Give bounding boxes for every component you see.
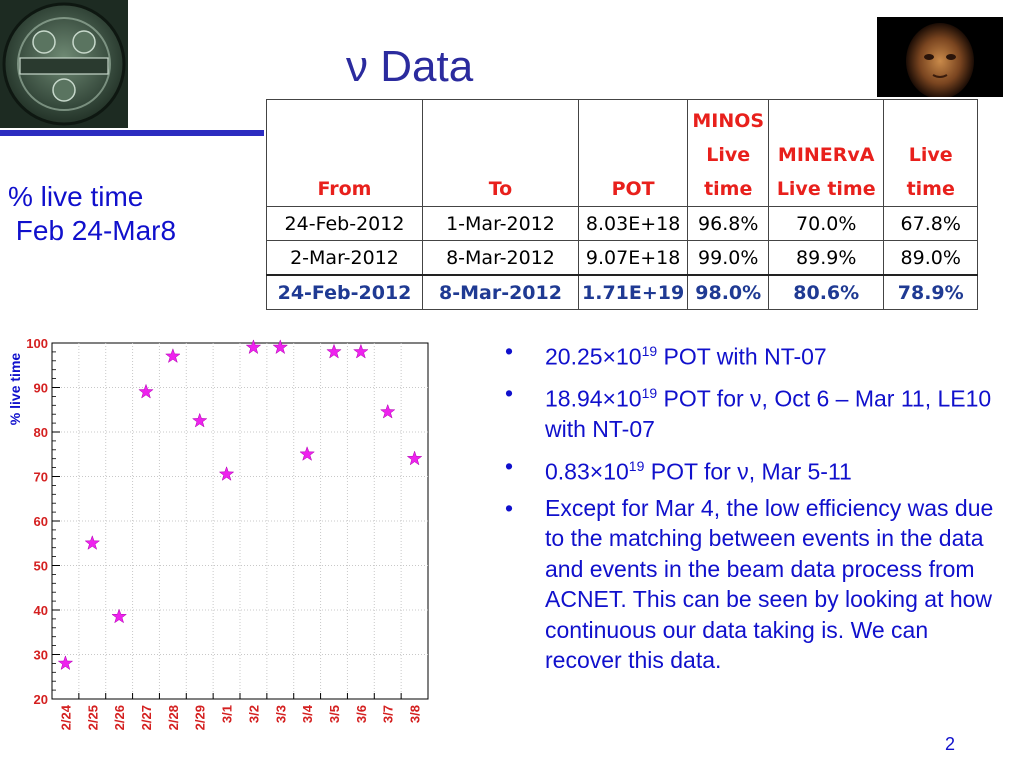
x-tick-label: 3/4: [300, 704, 315, 723]
y-tick-label: 90: [34, 381, 48, 396]
table-cell: 89.0%: [883, 240, 979, 276]
y-tick-label: 30: [34, 648, 48, 663]
bullet-dot: •: [505, 452, 514, 479]
bullet-item: • 18.94×1019 POT for ν, Oct 6 – Mar 11, L…: [505, 380, 992, 443]
x-tick-label: 2/29: [193, 705, 208, 730]
table-row: 2-Mar-2012 8-Mar-2012 9.07E+18 99.0% 89.…: [266, 240, 979, 276]
header-minerva-live-time: MINERvA Live time: [768, 99, 885, 207]
header-to: To: [422, 99, 579, 207]
live-time-table: From To POT MINOS Live time MINERvA Live ti…: [266, 99, 979, 310]
table-row: 24-Feb-2012 1-Mar-2012 8.03E+18 96.8% 70…: [266, 206, 979, 241]
header-minos-live-time: MINOS Live time: [687, 99, 770, 207]
table-cell: 1.71E+19: [577, 274, 689, 310]
x-tick-label: 2/25: [85, 705, 100, 730]
data-point-star: [57, 655, 74, 671]
data-point-star: [406, 450, 423, 466]
x-tick-label: 2/26: [112, 705, 127, 730]
table-cell: 67.8%: [883, 206, 979, 241]
x-tick-label: 3/5: [327, 705, 342, 723]
y-tick-label: 40: [34, 603, 48, 618]
y-axis-label: % live time: [7, 353, 23, 426]
data-point-star: [138, 383, 154, 399]
table-cell: 8-Mar-2012: [422, 240, 579, 276]
bullet-item: • 20.25×1019 POT with NT-07: [505, 338, 827, 370]
table-cell: 8.03E+18: [577, 206, 689, 241]
data-point-star: [299, 446, 316, 461]
table-cell: 2-Mar-2012: [266, 240, 423, 276]
data-point-star: [245, 339, 262, 355]
y-tick-label: 70: [34, 470, 48, 485]
table-cell: 98.0%: [687, 274, 770, 310]
title-underline: [0, 130, 264, 136]
bust-photo-icon: [877, 17, 1003, 97]
bullet-item: • 0.83×1019 POT for ν, Mar 5-11: [505, 452, 852, 485]
header-live-time: Live time: [883, 99, 979, 207]
table-cell: 8-Mar-2012: [422, 274, 579, 310]
bullet-dot: •: [505, 494, 514, 521]
data-point-star: [379, 403, 396, 419]
x-tick-label: 3/6: [354, 705, 369, 723]
y-tick-label: 100: [26, 336, 48, 351]
data-point-star: [191, 412, 208, 428]
live-time-label-line2: Feb 24-Mar8: [8, 215, 177, 246]
table-cell: 9.07E+18: [577, 240, 689, 276]
header-from: From: [266, 99, 423, 207]
table-cell: 24-Feb-2012: [266, 206, 423, 241]
data-point-star: [164, 348, 181, 364]
y-tick-label: 80: [34, 425, 48, 440]
x-tick-label: 3/8: [408, 705, 423, 723]
data-point-star: [352, 343, 369, 359]
x-tick-label: 3/3: [273, 705, 288, 723]
slide-title: ν Data: [346, 42, 474, 91]
header-pot: POT: [577, 99, 689, 207]
y-tick-label: 20: [34, 692, 48, 707]
table-cell: 89.9%: [768, 240, 885, 276]
table-cell: 80.6%: [768, 274, 885, 310]
bullet-item: • Except for Mar 4, the low efficiency wa…: [505, 494, 994, 674]
page-number: 2: [945, 734, 956, 754]
x-tick-label: 3/1: [220, 705, 235, 723]
live-time-label-line1: % live time: [8, 181, 144, 212]
table-cell: 96.8%: [687, 206, 770, 241]
y-tick-label: 50: [34, 559, 48, 574]
live-time-scatter-chart: 20 30 40 50 60 70 80 90 100% live time 2/24 2/25 2/…: [7, 336, 429, 730]
table-cell: 70.0%: [768, 206, 885, 241]
data-point-star: [326, 343, 342, 359]
table-cell: 1-Mar-2012: [422, 206, 579, 241]
data-point-star: [272, 339, 289, 355]
bullet-dot: •: [505, 338, 514, 364]
table-header-row: From To POT MINOS Live time MINERvA Live ti…: [266, 99, 979, 207]
data-point-star: [218, 466, 235, 481]
x-tick-label: 3/2: [246, 705, 261, 723]
x-tick-label: 2/24: [58, 704, 73, 730]
bullet-list: • 20.25×1019 POT with NT-07 • 18.94×1019 P…: [505, 336, 1000, 682]
table-cell: 78.9%: [883, 274, 979, 310]
x-tick-label: 2/27: [139, 705, 154, 730]
data-point-star: [84, 535, 101, 550]
live-time-label: % live time Feb 24-Mar8: [8, 180, 176, 248]
table-cell: 99.0%: [687, 240, 770, 276]
table-total-row: 24-Feb-2012 8-Mar-2012 1.71E+19 98.0% 80…: [266, 274, 979, 310]
table-cell: 24-Feb-2012: [266, 274, 423, 310]
bullet-dot: •: [505, 380, 514, 407]
y-tick-label: 60: [34, 514, 48, 529]
data-point-star: [111, 608, 128, 624]
x-tick-label: 3/7: [381, 705, 396, 723]
meliora-seal-icon: [0, 0, 128, 128]
x-tick-label: 2/28: [166, 705, 181, 730]
